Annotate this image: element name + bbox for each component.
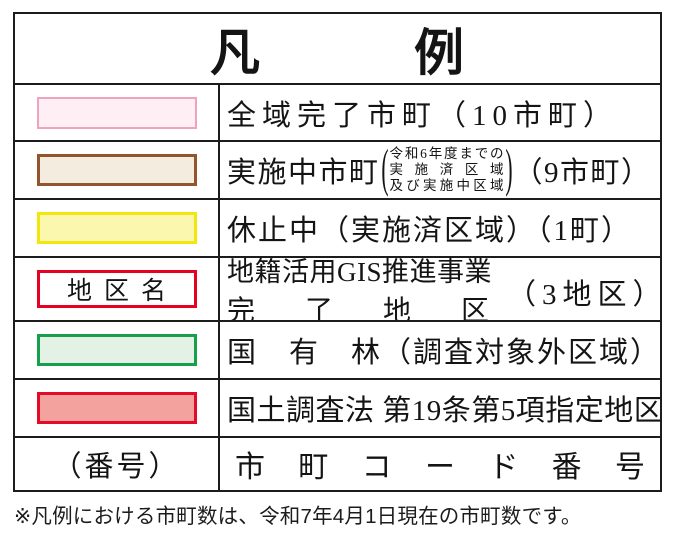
note-line: 令和6年度までの bbox=[389, 146, 504, 162]
legend-row-suspended: 休止中（実施済区域）（1町） bbox=[15, 198, 660, 256]
legend-row-designated-area: 国土調査法 第19条第5項指定地区 bbox=[15, 378, 660, 436]
legend-row-national-forest: 国 有 林（調査対象外区域） bbox=[15, 320, 660, 378]
swatch-cell bbox=[15, 85, 220, 140]
label-cell: 地籍活用GIS推進事業 完了地区 （3地区） bbox=[220, 258, 660, 320]
close-paren: ) bbox=[504, 142, 513, 198]
swatch-cell bbox=[15, 200, 220, 256]
yellow-swatch bbox=[36, 212, 197, 244]
label-cell: 国土調査法 第19条第5項指定地区 bbox=[220, 380, 660, 436]
pink-swatch bbox=[36, 96, 197, 129]
district-name-swatch: 地区名 bbox=[36, 270, 197, 308]
open-paren: ( bbox=[380, 142, 389, 198]
footnote: ※凡例における市町数は、令和7年4月1日現在の市町数です。 bbox=[14, 505, 582, 528]
label-cell: 国 有 林（調査対象外区域） bbox=[220, 322, 660, 378]
row-label-line2: 完了地区 bbox=[227, 295, 489, 321]
label-cell: 市町コード番号 bbox=[220, 438, 660, 490]
salmon-swatch bbox=[36, 392, 197, 424]
green-swatch bbox=[36, 334, 197, 366]
row-label: 市町コード番号 bbox=[235, 451, 645, 484]
note-stack: 令和6年度までの 実施済区域 及び実施中区域 bbox=[390, 146, 504, 194]
legend-row-completed: 全域完了市町（10市町） bbox=[15, 83, 660, 140]
row-label: 休止中（実施済区域）（1町） bbox=[227, 215, 633, 247]
number-label: （番号） bbox=[52, 451, 181, 483]
legend-row-code-number: （番号） 市町コード番号 bbox=[15, 436, 660, 490]
district-name-text: 地区名 bbox=[66, 278, 178, 305]
legend-row-in-progress: 実施中市町 ( 令和6年度までの 実施済区域 及び実施中区域 ) （9市町） bbox=[15, 140, 660, 198]
row-label: 国土調査法 第19条第5項指定地区 bbox=[227, 395, 660, 427]
label-cell: 全域完了市町（10市町） bbox=[220, 85, 660, 140]
gis-label-lines: 地籍活用GIS推進事業 完了地区 bbox=[227, 258, 503, 320]
swatch-cell bbox=[15, 322, 220, 378]
legend-table: 凡 例 全域完了市町（10市町） 実施中市町 ( 令和6年度までの bbox=[13, 12, 662, 492]
tan-swatch bbox=[36, 154, 197, 186]
legend-title: 凡 例 bbox=[210, 24, 465, 81]
note-line: 及び実施中区域 bbox=[389, 177, 504, 193]
row-label-suffix: （9市町） bbox=[513, 156, 652, 189]
row-label: 全域完了市町（10市町） bbox=[227, 99, 619, 132]
swatch-cell bbox=[15, 142, 220, 198]
label-cell: 実施中市町 ( 令和6年度までの 実施済区域 及び実施中区域 ) （9市町） bbox=[220, 142, 660, 198]
row-label-suffix: （3地区） bbox=[507, 279, 660, 311]
in-progress-label-group: 実施中市町 ( 令和6年度までの 実施済区域 及び実施中区域 ) （9市町） bbox=[227, 142, 652, 198]
row-label-main: 実施中市町 bbox=[227, 156, 380, 189]
number-cell: （番号） bbox=[15, 438, 220, 490]
label-cell: 休止中（実施済区域）（1町） bbox=[220, 200, 660, 256]
row-label-line1: 地籍活用GIS推進事業 bbox=[227, 258, 493, 287]
legend-row-gis-district: 地区名 地籍活用GIS推進事業 完了地区 （3地区） bbox=[15, 256, 660, 320]
swatch-cell bbox=[15, 380, 220, 436]
swatch-cell: 地区名 bbox=[15, 258, 220, 320]
note-line: 実施済区域 bbox=[389, 162, 504, 178]
row-label: 国 有 林（調査対象外区域） bbox=[227, 337, 660, 369]
